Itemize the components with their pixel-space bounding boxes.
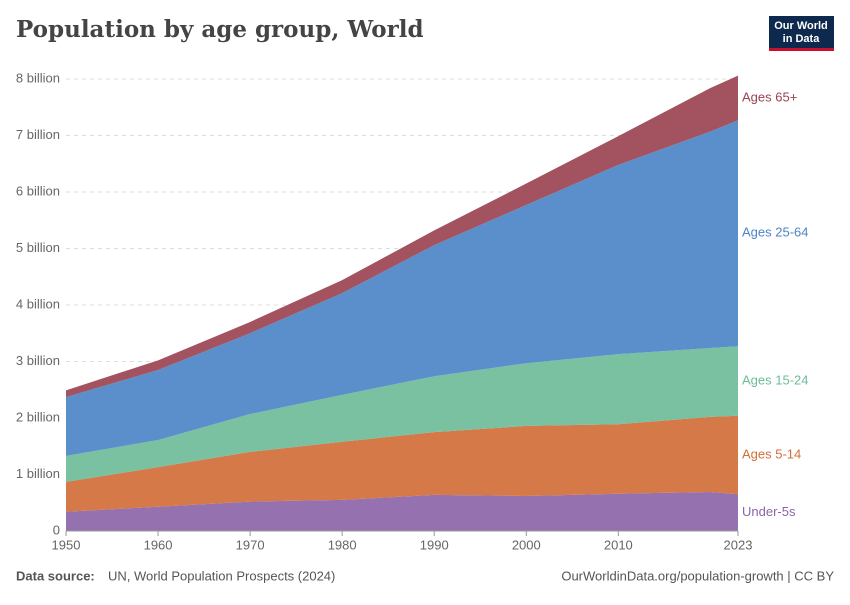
- x-tick-label: 2000: [512, 537, 541, 552]
- source-label: Data source:: [16, 568, 95, 583]
- logo-text: Our World: [774, 20, 828, 32]
- area: [66, 346, 738, 482]
- legend-label: Under-5s: [742, 504, 796, 519]
- x-tick-label: 1960: [144, 537, 173, 552]
- x-tick-label: 1970: [236, 537, 265, 552]
- legend-label: Ages 5-14: [742, 446, 801, 461]
- legend-label: Ages 65+: [742, 89, 797, 104]
- source: UN, World Population Prospects (2024): [108, 568, 335, 583]
- area: [66, 492, 738, 531]
- chart-title: Population by age group, World: [16, 16, 424, 43]
- y-tick-label: 1 billion: [16, 466, 60, 481]
- logo-text: in Data: [783, 33, 821, 45]
- y-tick-label: 6 billion: [16, 183, 60, 198]
- y-tick-label: 0: [53, 522, 60, 537]
- y-tick-label: 2 billion: [16, 409, 60, 424]
- x-tick-label: 1950: [52, 537, 81, 552]
- y-tick-label: 8 billion: [16, 70, 60, 85]
- y-tick-label: 3 billion: [16, 353, 60, 368]
- y-tick-label: 5 billion: [16, 240, 60, 255]
- x-tick-label: 2023: [724, 537, 753, 552]
- area: [66, 415, 738, 512]
- logo-bar: [769, 48, 834, 51]
- y-tick-label: 7 billion: [16, 127, 60, 142]
- y-tick-label: 4 billion: [16, 296, 60, 311]
- credit: OurWorldinData.org/population-growth | C…: [561, 568, 834, 583]
- legend-label: Ages 25-64: [742, 225, 809, 240]
- logo: Our World in Data: [769, 16, 834, 51]
- logo-box: [769, 16, 834, 50]
- x-tick-label: 1980: [328, 537, 357, 552]
- legend-label: Ages 15-24: [742, 372, 809, 387]
- x-tick-label: 1990: [420, 537, 449, 552]
- x-tick-label: 2010: [604, 537, 633, 552]
- area: [66, 120, 738, 456]
